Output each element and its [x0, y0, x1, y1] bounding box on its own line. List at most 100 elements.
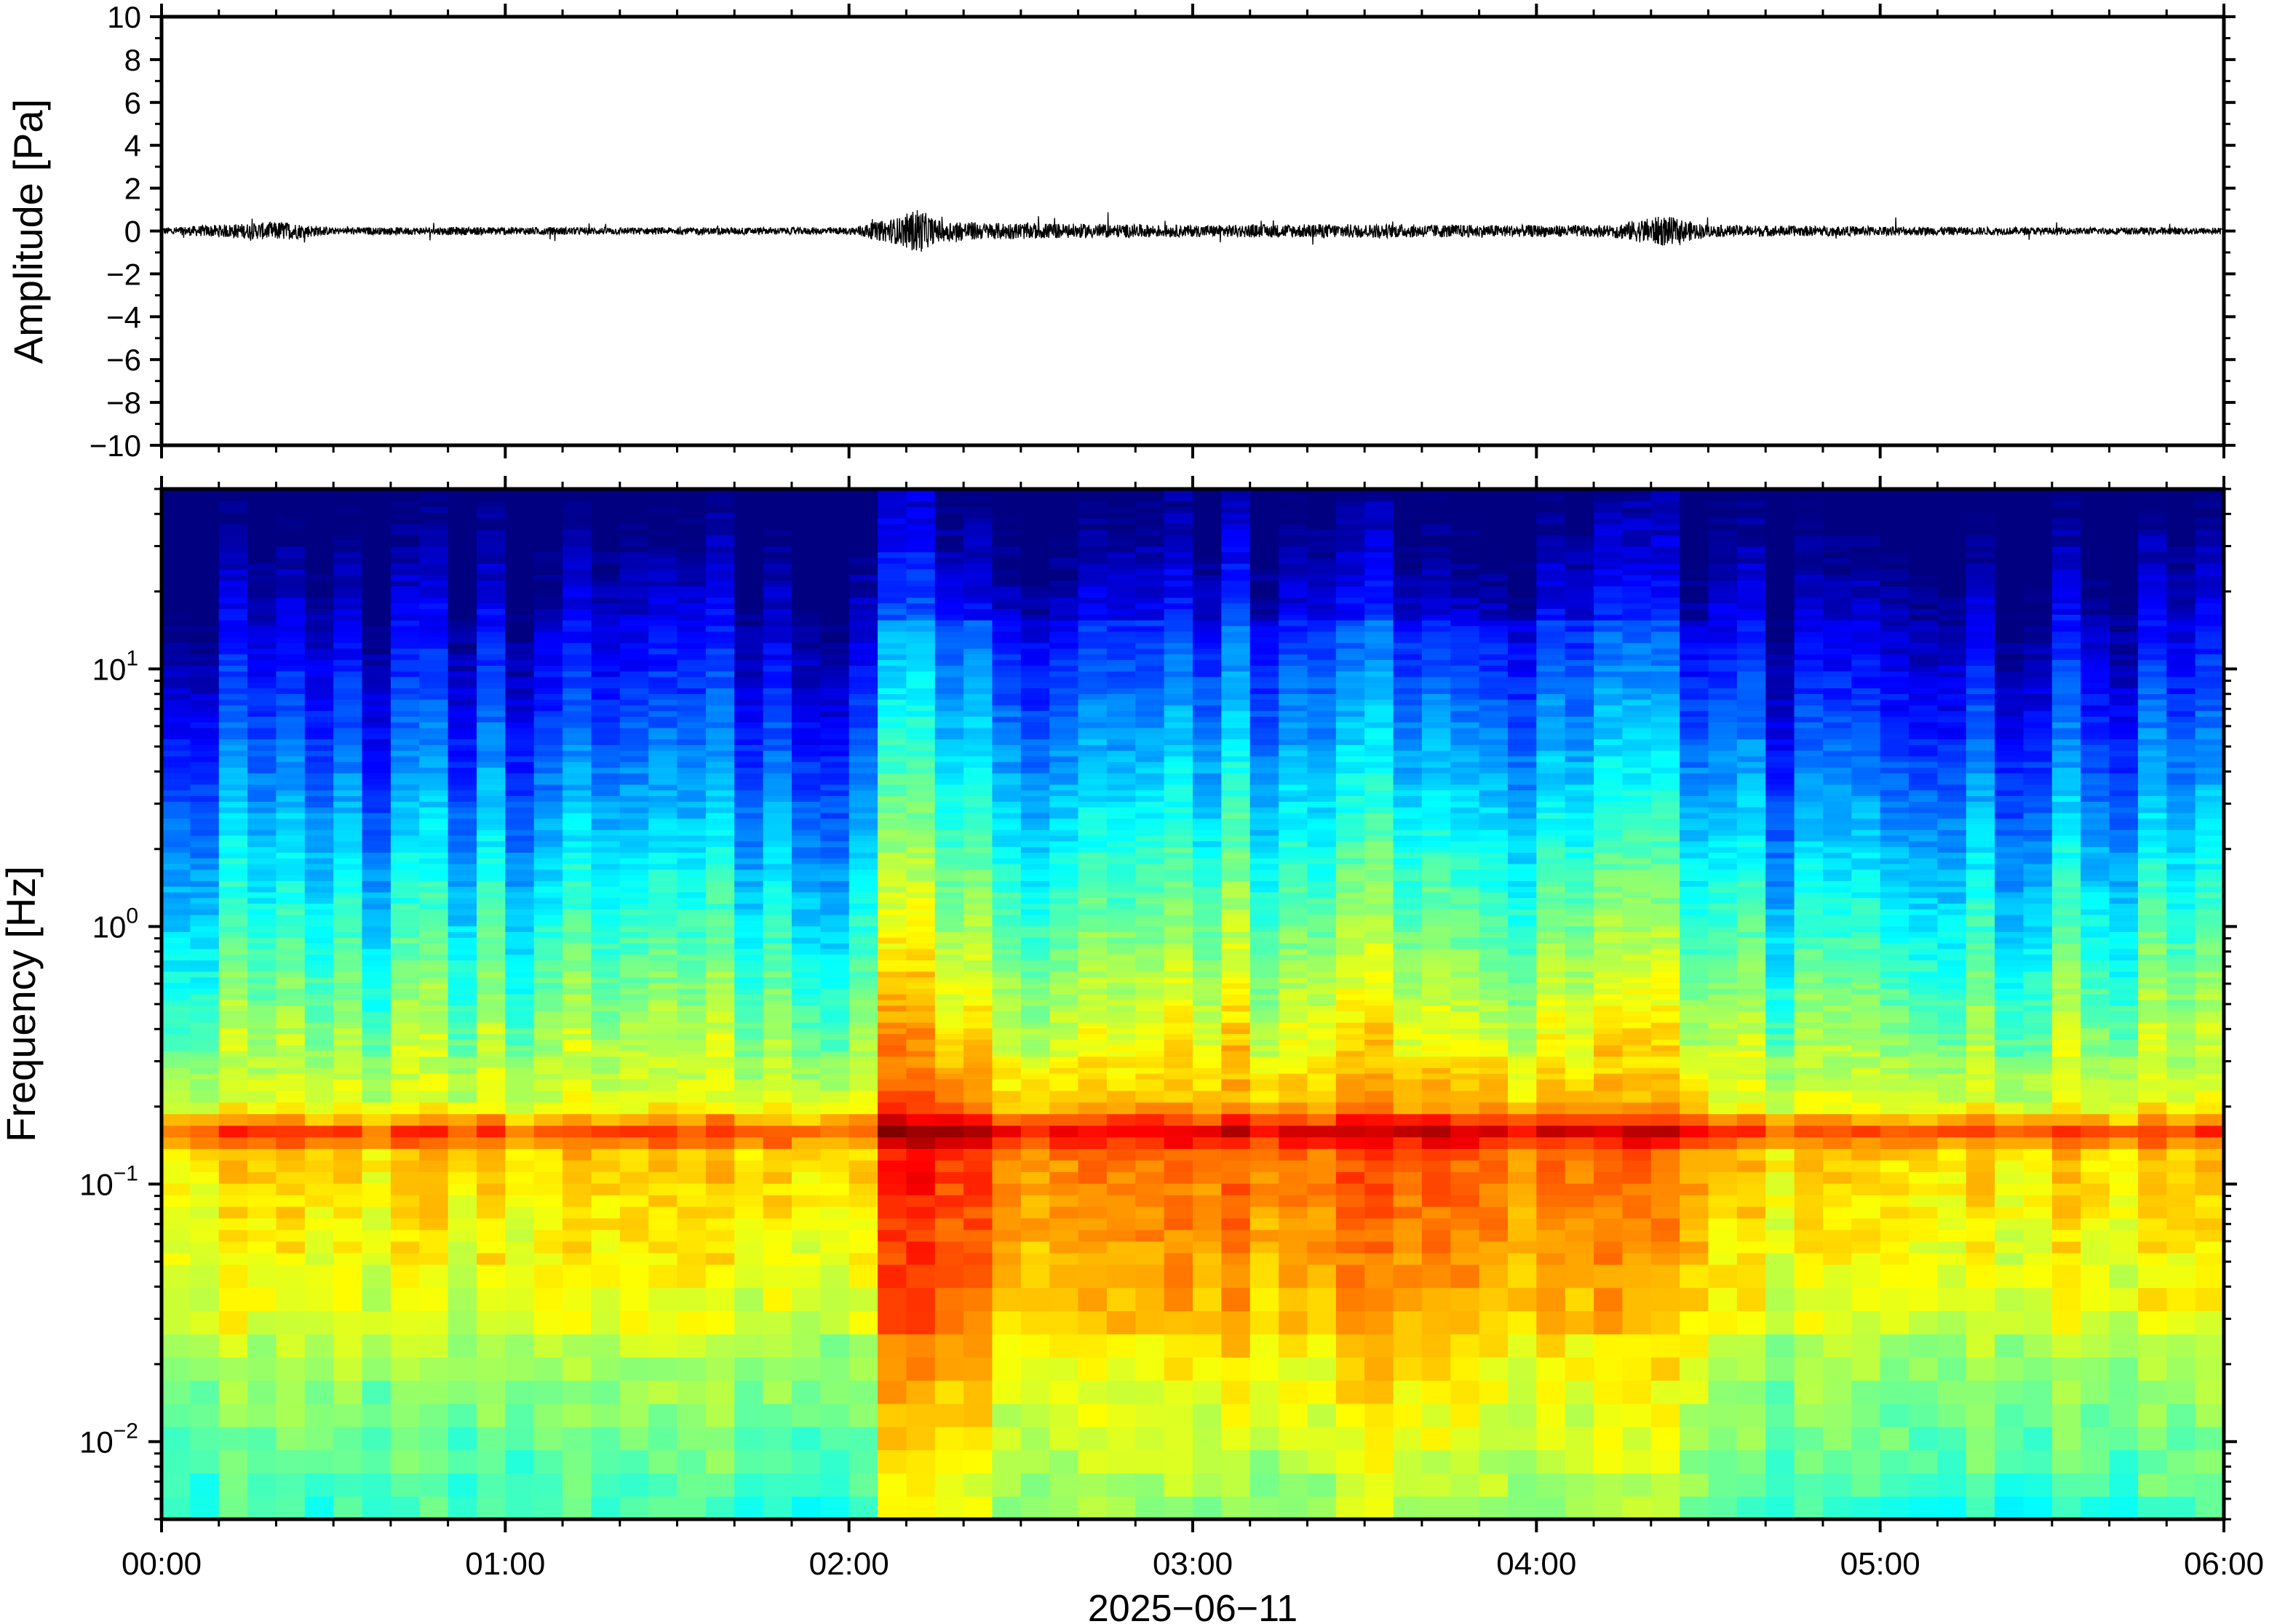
- spectrogram-cell: [963, 1125, 993, 1138]
- spectrogram-cell: [619, 761, 649, 768]
- spectrogram-cell: [619, 936, 649, 944]
- spectrogram-cell: [677, 1033, 707, 1040]
- spectrogram-cell: [448, 875, 477, 881]
- spectrogram-cell: [276, 1287, 306, 1312]
- spectrogram-cell: [705, 812, 736, 819]
- spectrogram-cell: [992, 999, 1022, 1006]
- spectrogram-cell: [505, 495, 535, 502]
- spectrogram-cell: [963, 926, 993, 932]
- spectrogram-cell: [190, 506, 220, 513]
- spectrogram-cell: [333, 936, 363, 944]
- spectrogram-cell: [591, 824, 621, 830]
- spectrogram-cell: [591, 863, 621, 870]
- spectrogram-cell: [677, 1148, 707, 1161]
- spectrogram-cell: [934, 1403, 964, 1428]
- spectrogram-cell: [276, 1229, 306, 1242]
- spectrogram-cell: [563, 557, 592, 564]
- spectrogram-cell: [963, 670, 993, 677]
- spectrogram-cell: [304, 801, 334, 808]
- spectrogram-cell: [934, 517, 964, 525]
- spectrogram-cell: [448, 540, 477, 547]
- spectrogram-cell: [963, 1027, 993, 1035]
- spectrogram-cell: [1164, 1334, 1193, 1358]
- spectrogram-cell: [619, 789, 649, 797]
- spectrogram-cell: [533, 795, 563, 802]
- spectrogram-cell: [677, 1078, 707, 1091]
- spectrogram-cell: [1049, 1067, 1079, 1074]
- spectrogram-cell: [333, 1449, 363, 1474]
- spectrogram-cell: [563, 1090, 592, 1103]
- spectrogram-cell: [276, 891, 306, 899]
- spectrogram-cell: [362, 739, 392, 745]
- spectrogram-cell: [934, 778, 964, 785]
- spectrogram-cell: [533, 1044, 563, 1051]
- spectrogram-cell: [677, 1072, 707, 1080]
- spectrogram-cell: [218, 880, 248, 887]
- spectrogram-cell: [1135, 1473, 1165, 1497]
- spectrogram-cell: [533, 602, 563, 610]
- spectrogram-cell: [648, 1183, 678, 1195]
- spectrogram-cell: [677, 1380, 707, 1404]
- spectrogram-cell: [276, 795, 306, 802]
- spectrogram-cell: [906, 489, 936, 496]
- spectrogram-cell: [1135, 1072, 1165, 1080]
- spectrogram-cell: [476, 529, 506, 536]
- spectrogram-cell: [1135, 591, 1165, 598]
- spectrogram-cell: [1193, 1310, 1223, 1334]
- spectrogram-cell: [1106, 903, 1137, 909]
- spectrogram-cell: [304, 552, 334, 558]
- spectrogram-cell: [1164, 869, 1193, 876]
- spectrogram-cell: [218, 1137, 248, 1150]
- spectrogram-cell: [734, 1252, 764, 1265]
- spectrogram-cell: [1049, 1380, 1079, 1404]
- spectrogram-cell: [1193, 840, 1223, 848]
- spectrogram-cell: [992, 812, 1022, 819]
- spectrogram-cell: [218, 1160, 248, 1172]
- spectrogram-cell: [448, 586, 477, 592]
- spectrogram-cell: [563, 1067, 592, 1074]
- spectrogram-cell: [906, 1062, 936, 1068]
- spectrogram-cell: [878, 1264, 907, 1289]
- spectrogram-cell: [419, 704, 449, 712]
- spectrogram-cell: [448, 1229, 477, 1242]
- spectrogram-cell: [1106, 1011, 1137, 1017]
- spectrogram-cell: [992, 897, 1022, 904]
- spectrogram-cell: [820, 829, 850, 836]
- spectrogram-cell: [1106, 909, 1137, 915]
- spectrogram-cell: [619, 875, 649, 881]
- spectrogram-cell: [563, 829, 592, 836]
- spectrogram-cell: [934, 1264, 964, 1289]
- spectrogram-cell: [791, 840, 822, 848]
- spectrogram-cell: [1049, 829, 1079, 836]
- spectrogram-cell: [190, 693, 220, 700]
- spectrogram-cell: [878, 744, 907, 751]
- spectrogram-cell: [390, 960, 421, 966]
- spectrogram-cell: [763, 1473, 792, 1497]
- spectrogram-cell: [1135, 710, 1165, 717]
- spectrogram-cell: [1193, 1072, 1223, 1080]
- spectrogram-cell: [276, 869, 306, 876]
- spectrogram-cell: [963, 1039, 993, 1046]
- spectrogram-cell: [476, 597, 506, 604]
- spectrogram-cell: [992, 1334, 1022, 1358]
- spectrogram-cell: [563, 704, 592, 712]
- spectrogram-cell: [791, 1241, 822, 1254]
- spectrogram-cell: [648, 1148, 678, 1161]
- spectrogram-cell: [963, 529, 993, 536]
- spectrogram-cell: [533, 562, 563, 570]
- spectrogram-cell: [162, 1090, 191, 1103]
- spectrogram-cell: [1193, 824, 1223, 830]
- spectrogram-cell: [1020, 1090, 1050, 1103]
- spectrogram-cell: [849, 1287, 878, 1312]
- spectrogram-cell: [849, 1078, 878, 1091]
- spectrogram-cell: [162, 1356, 191, 1381]
- spectrogram-cell: [505, 1016, 535, 1023]
- spectrogram-cell: [734, 789, 764, 797]
- spectrogram-cell: [906, 789, 936, 797]
- spectrogram-cell: [1106, 920, 1137, 927]
- spectrogram-cell: [362, 586, 392, 592]
- spectrogram-cell: [791, 744, 822, 751]
- spectrogram-cell: [1164, 1072, 1193, 1080]
- spectrogram-cell: [162, 716, 191, 723]
- spectrogram-cell: [934, 1217, 964, 1230]
